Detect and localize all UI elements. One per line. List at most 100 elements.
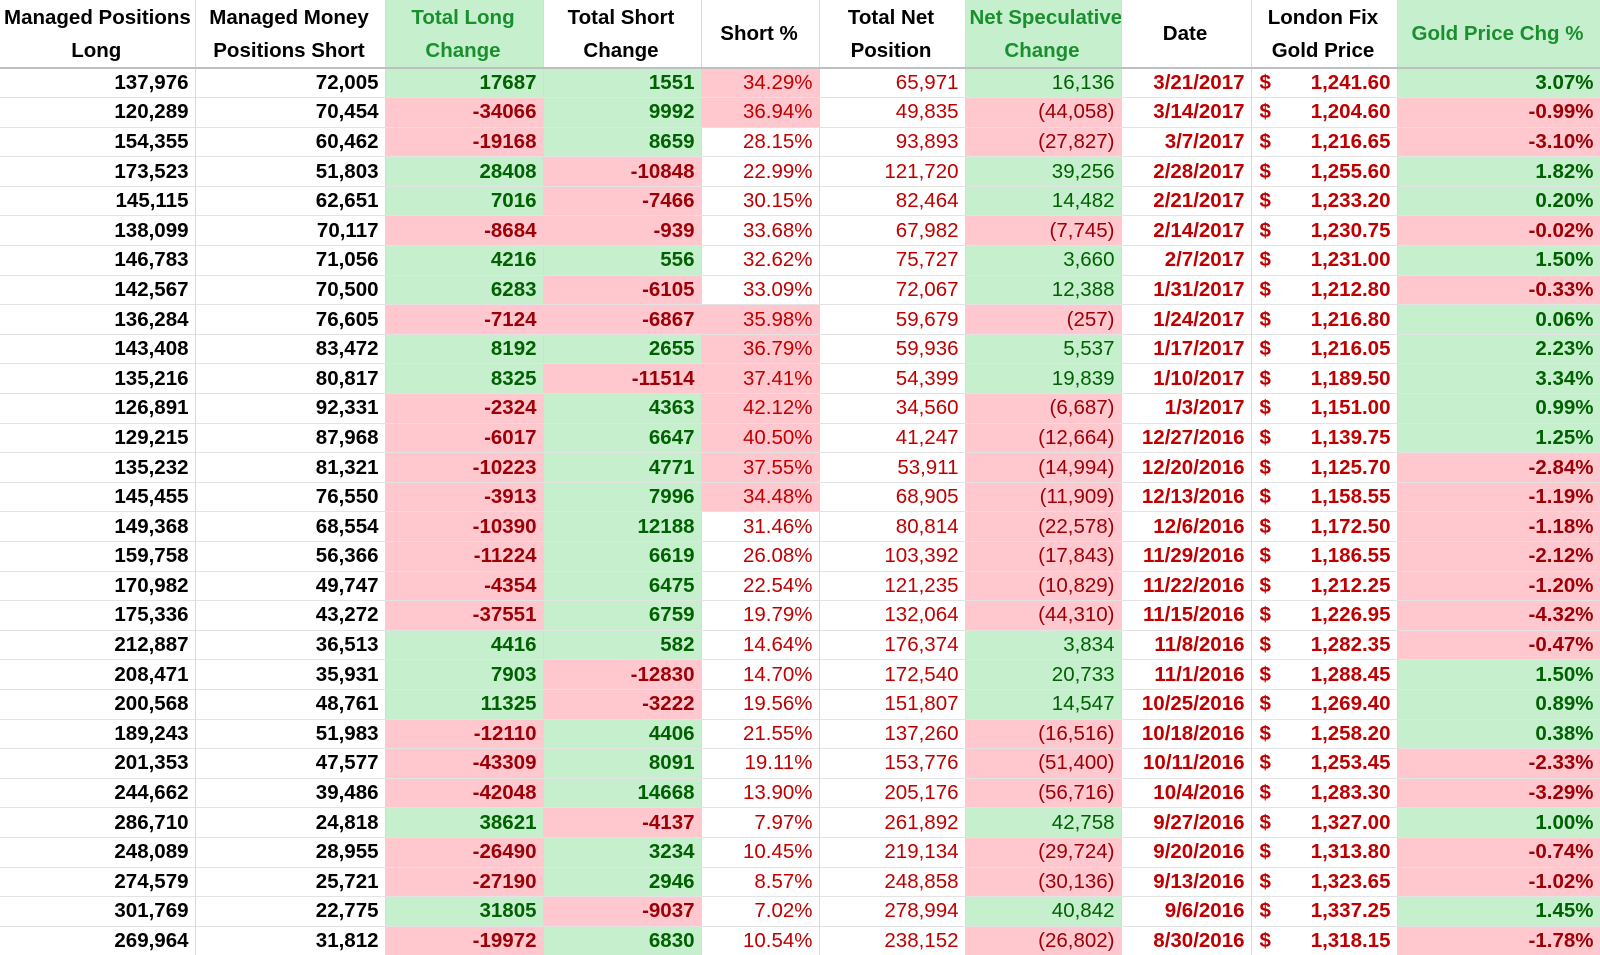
cell-gold-chg[interactable]: 3.07% [1397,68,1600,99]
cell-gold-chg[interactable]: 1.00% [1397,807,1600,838]
cell-short-pct[interactable]: 22.99% [701,156,820,187]
cell-date[interactable]: 10/18/2016 [1121,719,1252,750]
cell-net-position[interactable]: 49,835 [819,97,966,128]
cell-gold-chg[interactable]: -0.47% [1397,630,1600,661]
cell-short[interactable]: 25,721 [195,867,386,898]
cell-short[interactable]: 72,005 [195,68,386,99]
cell-long[interactable]: 142,567 [0,275,196,306]
header-date[interactable]: Date [1121,0,1252,69]
cell-gold-chg[interactable]: -2.33% [1397,748,1600,779]
cell-gold-price[interactable]: $1,172.50 [1251,511,1398,542]
cell-long[interactable]: 248,089 [0,837,196,868]
cell-net-position[interactable]: 176,374 [819,630,966,661]
cell-net-position[interactable]: 53,911 [819,452,966,483]
cell-date[interactable]: 1/24/2017 [1121,304,1252,335]
cell-short-change[interactable]: 7996 [543,482,702,513]
cell-short-change[interactable]: -939 [543,215,702,247]
cell-net-spec-change[interactable]: (7,745) [965,215,1122,247]
cell-short-change[interactable]: 6830 [543,926,702,955]
cell-gold-chg[interactable]: -0.74% [1397,837,1600,868]
cell-short-pct[interactable]: 37.41% [701,363,820,395]
cell-short[interactable]: 60,462 [195,127,386,158]
cell-short-change[interactable]: 6619 [543,541,702,572]
cell-net-position[interactable]: 238,152 [819,926,966,955]
cell-net-position[interactable]: 261,892 [819,807,966,838]
cell-short[interactable]: 70,500 [195,275,386,306]
cell-net-spec-change[interactable]: 39,256 [965,156,1122,187]
cell-short-pct[interactable]: 21.55% [701,719,820,750]
cell-net-position[interactable]: 121,720 [819,156,966,187]
cell-net-position[interactable]: 132,064 [819,600,966,631]
cell-short-change[interactable]: -6105 [543,275,702,306]
cell-short-pct[interactable]: 33.68% [701,215,820,247]
cell-long[interactable]: 286,710 [0,807,196,838]
cell-gold-price[interactable]: $1,139.75 [1251,423,1398,454]
cell-gold-chg[interactable]: -2.12% [1397,541,1600,572]
cell-short[interactable]: 76,605 [195,304,386,335]
cell-net-spec-change[interactable]: (257) [965,304,1122,335]
cell-date[interactable]: 2/21/2017 [1121,186,1252,217]
cell-net-spec-change[interactable]: 5,537 [965,334,1122,365]
cell-long[interactable]: 244,662 [0,778,196,809]
cell-net-position[interactable]: 153,776 [819,748,966,779]
cell-net-position[interactable]: 68,905 [819,482,966,513]
cell-short-pct[interactable]: 10.54% [701,926,820,955]
cell-short-pct[interactable]: 30.15% [701,186,820,217]
cell-net-position[interactable]: 172,540 [819,659,966,690]
cell-date[interactable]: 9/13/2016 [1121,867,1252,898]
cell-long-change[interactable]: -10390 [385,511,544,542]
cell-short-change[interactable]: 6475 [543,571,702,602]
cell-short-change[interactable]: 4363 [543,393,702,424]
cell-net-position[interactable]: 72,067 [819,275,966,306]
cell-long[interactable]: 135,232 [0,452,196,483]
cell-gold-price[interactable]: $1,255.60 [1251,156,1398,187]
cell-long-change[interactable]: -42048 [385,778,544,809]
cell-net-spec-change[interactable]: (22,578) [965,511,1122,542]
cell-short[interactable]: 80,817 [195,363,386,395]
cell-gold-chg[interactable]: -3.10% [1397,127,1600,158]
cell-long[interactable]: 301,769 [0,896,196,927]
cell-net-spec-change[interactable]: 16,136 [965,68,1122,99]
cell-short[interactable]: 70,454 [195,97,386,128]
cell-net-position[interactable]: 205,176 [819,778,966,809]
cell-short-pct[interactable]: 37.55% [701,452,820,483]
cell-gold-chg[interactable]: 0.99% [1397,393,1600,424]
cell-long-change[interactable]: 11325 [385,689,544,720]
cell-long-change[interactable]: -34066 [385,97,544,128]
cell-gold-price[interactable]: $1,269.40 [1251,689,1398,720]
cell-date[interactable]: 11/15/2016 [1121,600,1252,631]
cell-net-position[interactable]: 59,679 [819,304,966,335]
cell-net-position[interactable]: 41,247 [819,423,966,454]
cell-gold-chg[interactable]: -0.99% [1397,97,1600,128]
cell-gold-price[interactable]: $1,327.00 [1251,807,1398,838]
cell-gold-price[interactable]: $1,288.45 [1251,659,1398,690]
cell-short-pct[interactable]: 7.97% [701,807,820,838]
cell-long-change[interactable]: -19972 [385,926,544,955]
cell-net-spec-change[interactable]: 12,388 [965,275,1122,306]
header-short[interactable]: Managed Money Positions Short [195,0,386,69]
cell-long[interactable]: 137,976 [0,68,196,99]
cell-short-pct[interactable]: 35.98% [701,304,820,335]
cell-long-change[interactable]: -7124 [385,304,544,335]
cell-date[interactable]: 2/7/2017 [1121,245,1252,276]
cell-gold-price[interactable]: $1,233.20 [1251,186,1398,217]
cell-long-change[interactable]: -4354 [385,571,544,602]
cell-short-pct[interactable]: 40.50% [701,423,820,454]
cell-net-position[interactable]: 151,807 [819,689,966,720]
cell-long[interactable]: 201,353 [0,748,196,779]
cell-short-pct[interactable]: 36.94% [701,97,820,128]
cell-long-change[interactable]: 8192 [385,334,544,365]
cell-short-change[interactable]: 556 [543,245,702,276]
cell-gold-chg[interactable]: 3.34% [1397,363,1600,395]
cell-date[interactable]: 3/14/2017 [1121,97,1252,128]
header-gold-chg[interactable]: Gold Price Chg % [1397,0,1600,69]
cell-net-spec-change[interactable]: 40,842 [965,896,1122,927]
cell-short-pct[interactable]: 33.09% [701,275,820,306]
cell-long-change[interactable]: -19168 [385,127,544,158]
cell-gold-price[interactable]: $1,212.80 [1251,275,1398,306]
header-net-position[interactable]: Total Net Position [819,0,966,69]
cell-short-pct[interactable]: 26.08% [701,541,820,572]
cell-short-change[interactable]: 1551 [543,68,702,99]
cell-date[interactable]: 1/17/2017 [1121,334,1252,365]
cell-date[interactable]: 2/14/2017 [1121,215,1252,247]
